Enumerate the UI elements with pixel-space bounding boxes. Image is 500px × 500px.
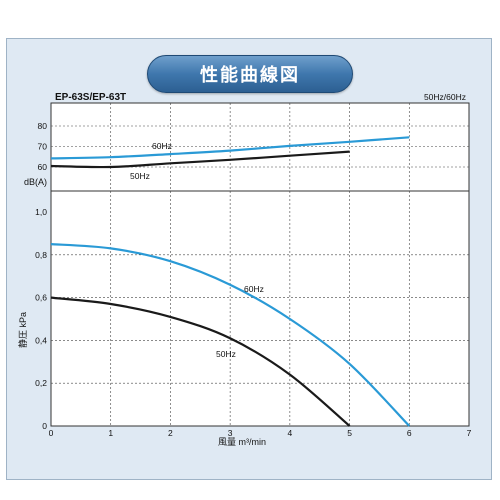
chart-title-badge: 性能曲線図 xyxy=(147,55,353,93)
pressure-curve-50hz xyxy=(50,296,351,427)
x-tick-label: 6 xyxy=(407,428,412,438)
pressure-tick-label: 0,6 xyxy=(35,293,47,303)
noise-50hz-label: 50Hz xyxy=(130,171,150,181)
plot-area xyxy=(50,102,470,427)
curves xyxy=(50,136,411,427)
pressure-tick-label: 1,0 xyxy=(35,207,47,217)
noise-y-label: dB(A) xyxy=(24,177,47,187)
model-label: EP-63S/EP-63T xyxy=(55,92,126,103)
noise-tick-label: 70 xyxy=(38,142,48,152)
noise-60hz-label: 60Hz xyxy=(152,141,172,151)
x-tick-label: 2 xyxy=(168,428,173,438)
pressure-tick-label: 0,2 xyxy=(35,378,47,388)
pressure-60hz-label: 60Hz xyxy=(244,284,264,294)
x-tick-label: 4 xyxy=(287,428,292,438)
x-tick-label: 7 xyxy=(467,428,472,438)
noise-tick-label: 60 xyxy=(38,162,48,172)
x-tick-label: 3 xyxy=(228,428,233,438)
grid xyxy=(51,103,469,426)
pressure-curve-60hz xyxy=(50,243,411,427)
noise-tick-label: 80 xyxy=(38,121,48,131)
pressure-tick-label: 0,4 xyxy=(35,335,47,345)
frequency-label: 50Hz/60Hz xyxy=(424,92,466,102)
x-tick-label: 5 xyxy=(347,428,352,438)
chart-title: 性能曲線図 xyxy=(200,65,300,85)
pressure-50hz-label: 50Hz xyxy=(216,349,236,359)
pressure-tick-label: 0 xyxy=(42,421,47,431)
noise-curve-50hz xyxy=(50,150,350,169)
x-tick-label: 1 xyxy=(108,428,113,438)
pressure-tick-label: 0,8 xyxy=(35,250,47,260)
x-tick-label: 0 xyxy=(49,428,54,438)
x-axis-label: 風量 m³/min xyxy=(218,437,266,447)
noise-curve-60hz xyxy=(50,136,410,160)
pressure-y-label: 静圧 kPa xyxy=(17,312,28,348)
